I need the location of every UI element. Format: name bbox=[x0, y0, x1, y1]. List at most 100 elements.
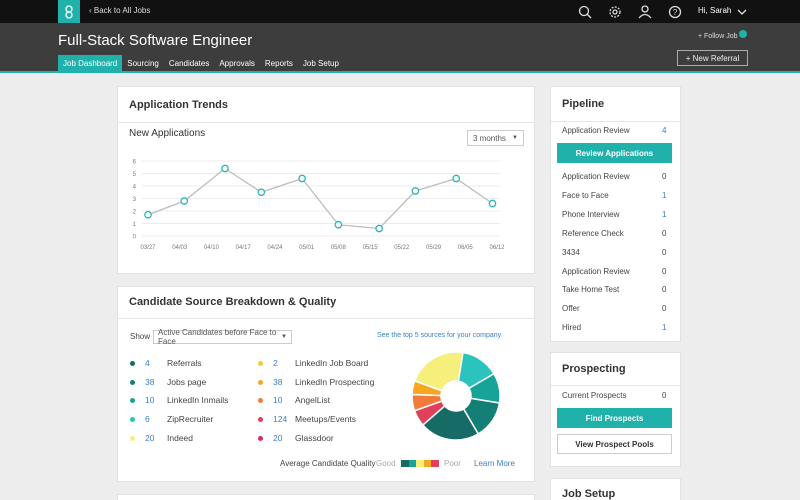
quality-swatch bbox=[423, 460, 432, 467]
x-tick-label: 06/12 bbox=[489, 245, 505, 251]
x-tick-label: 05/29 bbox=[426, 245, 442, 251]
tab[interactable]: Reports bbox=[264, 59, 293, 68]
x-tick-label: 04/17 bbox=[236, 245, 252, 251]
job-setup-card: Job Setup bbox=[550, 478, 681, 500]
tab[interactable]: Sourcing bbox=[127, 59, 159, 68]
pipeline-card: Pipeline Review Applications Application… bbox=[550, 86, 681, 342]
stage-count[interactable]: 0 bbox=[662, 304, 667, 314]
legend-count: 38 bbox=[145, 376, 155, 387]
point bbox=[334, 220, 343, 229]
legend-dot bbox=[130, 361, 135, 366]
dropdown-caret: ▼ bbox=[512, 135, 518, 141]
stage-count[interactable]: 0 bbox=[662, 266, 667, 276]
logo[interactable] bbox=[58, 0, 80, 23]
back-link-text[interactable]: Back to All Jobs bbox=[93, 6, 151, 15]
point bbox=[411, 187, 420, 195]
legend-name: Referrals bbox=[167, 358, 202, 368]
tab[interactable]: Approvals bbox=[219, 59, 255, 68]
quality-scale bbox=[401, 460, 439, 467]
back-link[interactable]: ‹ Back to All Jobs bbox=[89, 6, 151, 15]
separator bbox=[118, 122, 534, 123]
y-tick-label: 1 bbox=[133, 222, 137, 228]
tab[interactable]: Job Dashboard bbox=[58, 55, 123, 71]
stage-count[interactable]: 0 bbox=[662, 228, 667, 238]
search-icon[interactable] bbox=[578, 5, 590, 17]
x-tick-label: 04/03 bbox=[172, 245, 188, 251]
range-text[interactable]: 3 months bbox=[473, 133, 506, 143]
legend-count: 6 bbox=[145, 414, 150, 425]
legend-name: LinkedIn Job Board bbox=[295, 358, 369, 368]
greeting[interactable]: Hi, Sarah bbox=[698, 6, 732, 15]
top-sources-link[interactable]: See the top 5 sources for your company bbox=[377, 332, 502, 339]
next-card bbox=[117, 494, 535, 500]
card-title: Job Setup bbox=[562, 488, 616, 500]
logo-icon bbox=[65, 5, 73, 19]
card-title: Application Trends bbox=[129, 99, 229, 111]
legend-count: 38 bbox=[273, 376, 283, 387]
settings-center bbox=[612, 9, 618, 15]
chart-title: New Applications bbox=[129, 128, 205, 139]
range-dropdown[interactable]: 3 months ▼ bbox=[467, 130, 524, 146]
legend-dot bbox=[130, 379, 135, 385]
legend-name: AngelList bbox=[295, 395, 330, 406]
stage-name: Application Review bbox=[562, 126, 630, 135]
dropdown-caret: ▼ bbox=[281, 334, 287, 340]
stage-count[interactable]: 1 bbox=[662, 209, 667, 219]
x-tick-label: 05/08 bbox=[331, 245, 347, 251]
learn-more[interactable]: Learn More bbox=[474, 459, 515, 468]
donut-slice bbox=[411, 379, 443, 397]
user-icon[interactable] bbox=[641, 5, 649, 13]
legend-name: Jobs page bbox=[167, 376, 207, 387]
x-tick-label: 05/22 bbox=[394, 245, 410, 251]
settings-icon[interactable] bbox=[609, 6, 621, 18]
follow-text[interactable]: + Follow Job bbox=[698, 33, 738, 40]
quality-label: Average Candidate Quality bbox=[280, 459, 376, 468]
separator bbox=[118, 318, 534, 319]
x-tick-label: 06/05 bbox=[458, 245, 474, 251]
point bbox=[452, 174, 461, 183]
stage-count[interactable]: 0 bbox=[662, 172, 667, 181]
prospect-pools-button[interactable]: View Prospect Pools bbox=[557, 434, 672, 454]
stage-count[interactable]: 1 bbox=[662, 190, 667, 200]
follow-job[interactable]: + Follow Job bbox=[698, 30, 748, 40]
quality-swatch bbox=[401, 460, 409, 467]
x-tick-label: 05/01 bbox=[299, 245, 315, 251]
review-button[interactable]: Review Applications bbox=[557, 143, 672, 163]
trends-card: Application Trends 3 months ▼ bbox=[117, 86, 535, 274]
y-tick-label: 4 bbox=[133, 185, 137, 191]
stage-count[interactable]: 0 bbox=[662, 285, 667, 295]
stage-name: Take Home Test bbox=[562, 285, 620, 295]
user-body bbox=[638, 13, 652, 19]
stage-name: Offer bbox=[562, 304, 580, 314]
legend-name: ZipRecruiter bbox=[167, 414, 214, 425]
top-icons: ? bbox=[578, 5, 747, 19]
y-tick-label: 2 bbox=[133, 210, 137, 216]
stage-count[interactable]: 1 bbox=[662, 323, 667, 333]
stage-count[interactable]: 0 bbox=[662, 247, 667, 257]
tab[interactable]: Job Setup bbox=[302, 59, 339, 68]
filter-text[interactable]: Active Candidates before Face to Face bbox=[158, 328, 277, 346]
point bbox=[257, 188, 266, 197]
card-title: Prospecting bbox=[562, 363, 626, 375]
stage-name: Reference Check bbox=[562, 228, 624, 238]
new-referral-button[interactable]: + New Referral bbox=[677, 50, 748, 66]
legend-count: 20 bbox=[145, 432, 155, 443]
tab[interactable]: Candidates bbox=[168, 59, 210, 68]
job-title: Full-Stack Software Engineer bbox=[58, 32, 253, 49]
legend-count: 10 bbox=[145, 395, 155, 406]
quality-good: Good bbox=[376, 459, 396, 468]
help-mark: ? bbox=[673, 8, 678, 17]
header bbox=[0, 23, 800, 71]
tab-bar: Job Dashboard Sourcing Candidates Approvals… bbox=[58, 55, 344, 71]
chevron[interactable] bbox=[737, 9, 747, 15]
point bbox=[180, 197, 189, 205]
show-label: Show bbox=[130, 332, 151, 341]
stage-count[interactable]: 4 bbox=[662, 126, 667, 135]
filter-dropdown[interactable]: Active Candidates before Face to Face ▼ bbox=[153, 328, 292, 346]
legend-dot bbox=[258, 379, 263, 385]
legend-name: Indeed bbox=[167, 432, 193, 443]
line bbox=[147, 167, 493, 230]
help-icon[interactable] bbox=[668, 5, 682, 19]
find-prospects-button[interactable]: Find Prospects bbox=[557, 408, 672, 428]
